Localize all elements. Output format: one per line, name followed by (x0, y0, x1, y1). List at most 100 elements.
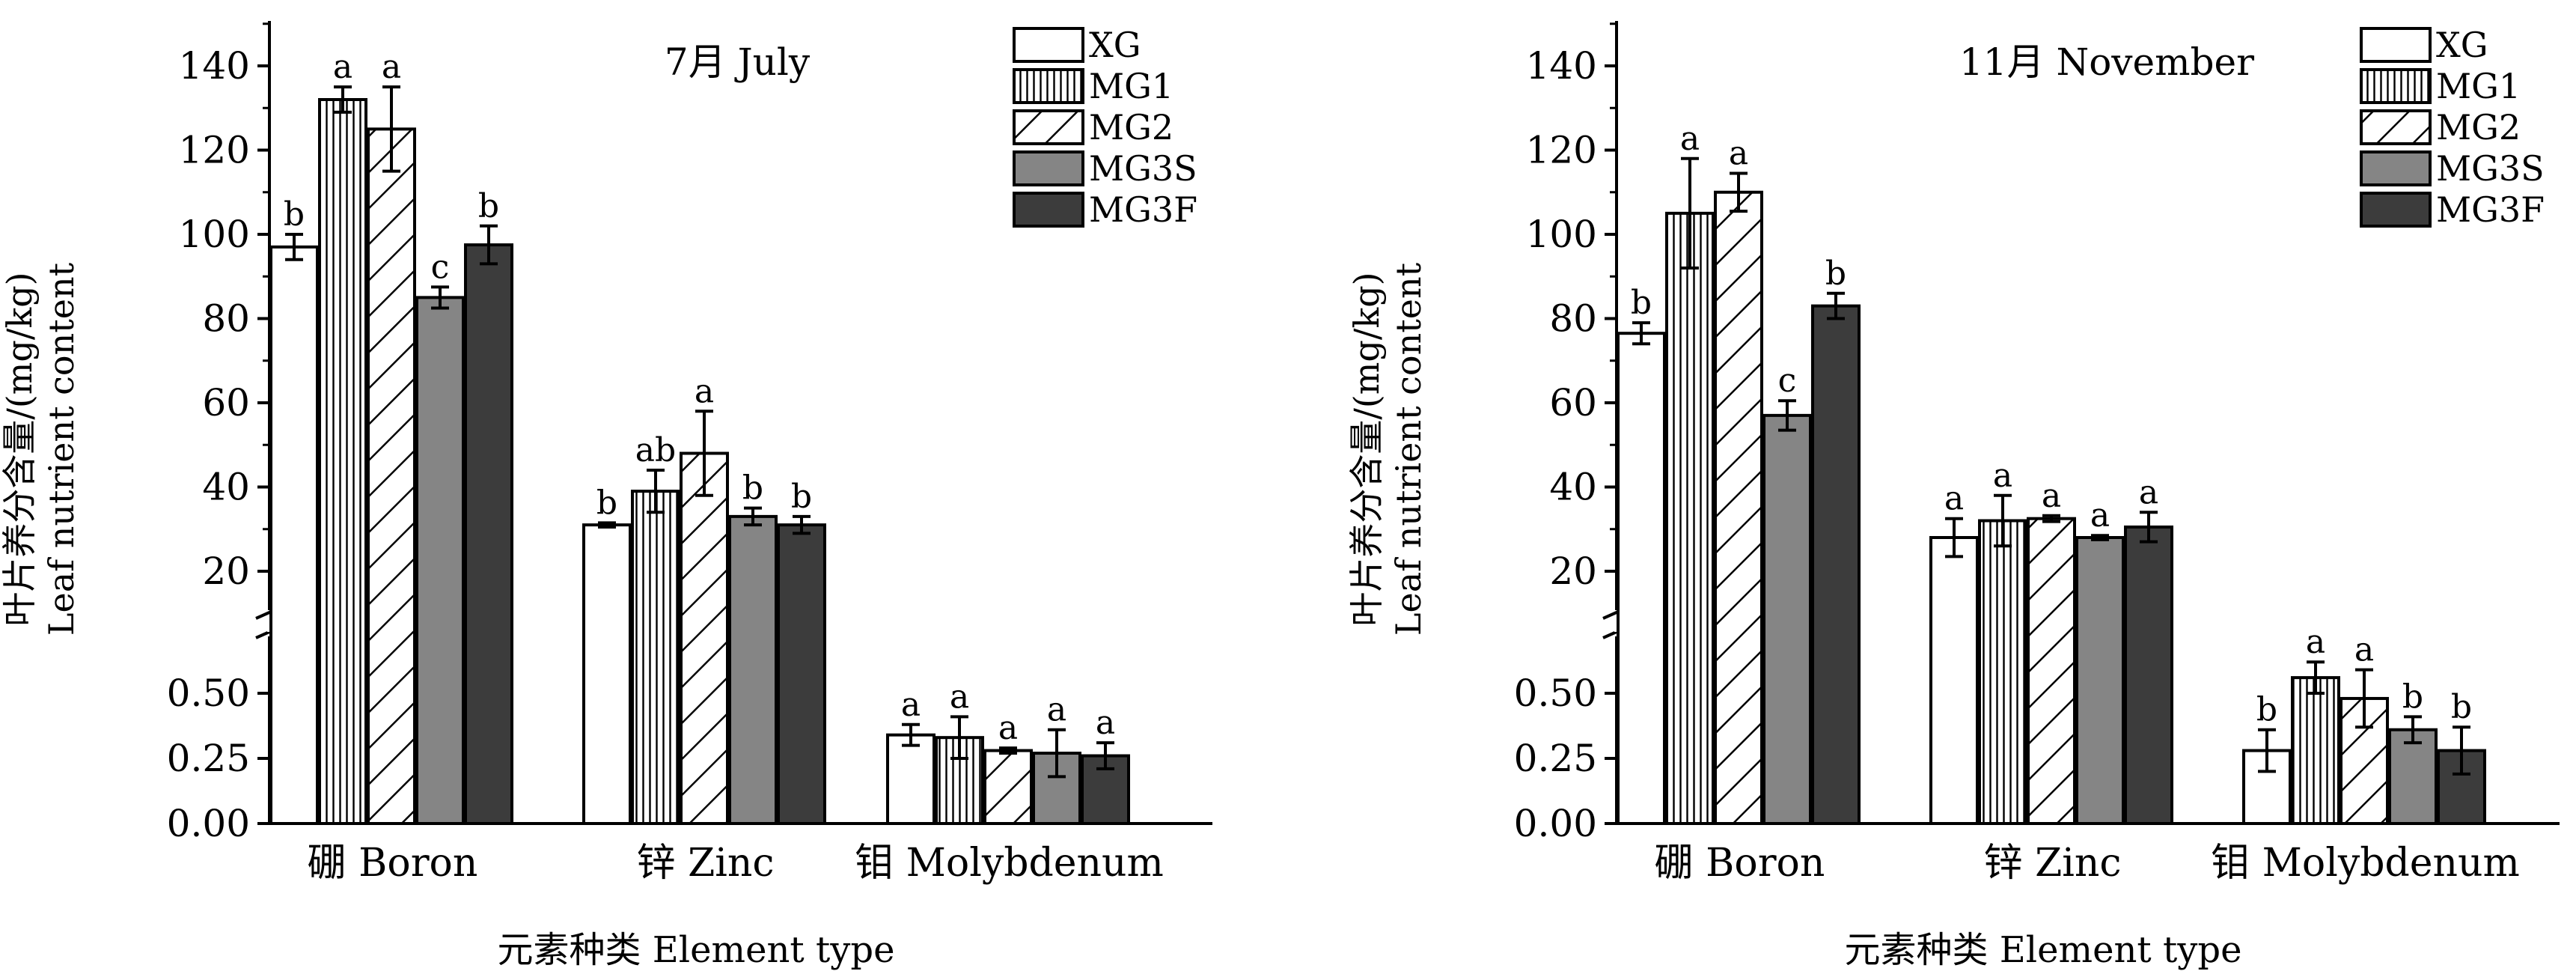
significance-letter: b (1631, 284, 1652, 322)
legend-label: MG3F (1089, 189, 1197, 230)
x-tick-label: 钼 Molybdenum (855, 841, 1164, 886)
bar-xg (1617, 332, 1666, 825)
significance-letter: a (333, 48, 352, 86)
significance-letter: b (2451, 688, 2472, 726)
y-tick-label: 120 (1526, 129, 1597, 172)
y-axis-label-cn: 叶片养分含量/(mg/kg) (0, 272, 40, 626)
chart-title: 11月 November (1959, 40, 2254, 84)
bar-mg1 (631, 490, 680, 825)
significance-letter: a (998, 709, 1018, 747)
y-axis-label-en: Leaf nutrient content (41, 262, 82, 636)
legend-label: MG3S (1089, 148, 1197, 189)
significance-letter: b (1825, 255, 1846, 293)
bar-mg3f (777, 523, 826, 825)
legend-label: XG (1089, 25, 1141, 65)
y-tick-label: 120 (179, 129, 250, 172)
bar-xg (886, 733, 936, 825)
significance-letter: a (2090, 496, 2110, 535)
y-tick-label: 60 (202, 381, 250, 424)
bar-mg3s (1762, 413, 1812, 825)
legend-label: MG2 (1089, 107, 1173, 147)
significance-letter: ab (635, 431, 676, 469)
significance-letter: a (1729, 134, 1748, 172)
significance-letter: a (695, 372, 714, 410)
significance-letter: a (382, 48, 401, 86)
y-tick-label: 60 (1549, 381, 1597, 424)
bar-mg2 (983, 749, 1033, 825)
significance-letter: a (2042, 477, 2061, 515)
legend-label: MG1 (1089, 66, 1173, 106)
y-tick-label: 140 (1526, 44, 1597, 88)
significance-letter: b (596, 484, 617, 522)
y-tick-label: 0.25 (167, 737, 250, 780)
significance-letter: a (2139, 473, 2158, 511)
legend-swatch-mg2 (1013, 109, 1084, 145)
bar-mg1 (1665, 211, 1715, 825)
legend-swatch-mg1 (2360, 68, 2432, 104)
y-tick-label: 0.00 (1514, 802, 1597, 845)
legend-swatch-mg2 (2360, 109, 2432, 145)
legend-swatch-mg3s (1013, 150, 1084, 186)
legend-label: XG (2436, 25, 2488, 65)
significance-letter: a (1680, 120, 1700, 158)
significance-letter: a (2306, 623, 2325, 661)
legend-label: MG1 (2436, 66, 2521, 106)
x-tick-label: 钼 Molybdenum (2211, 841, 2520, 886)
legend-swatch-mg3s (2360, 150, 2432, 186)
y-tick-label: 0.25 (1514, 737, 1597, 780)
y-axis-label-en: Leaf nutrient content (1388, 262, 1429, 636)
x-tick-label: 硼 Boron (308, 841, 478, 886)
bar-mg3s (415, 296, 465, 825)
bar-mg2 (1714, 190, 1763, 825)
bar-xg (269, 245, 319, 825)
significance-letter: a (950, 678, 969, 716)
significance-letter: a (901, 686, 921, 724)
y-tick-label: 0.50 (1514, 672, 1597, 715)
bar-mg3f (464, 243, 513, 825)
bar-mg3s (2388, 728, 2438, 825)
legend-swatch-mg3f (1013, 192, 1084, 228)
significance-letter: b (478, 187, 499, 225)
y-tick-label: 80 (202, 297, 250, 341)
bar-xg (1929, 536, 1979, 825)
legend-label: MG2 (2436, 107, 2521, 147)
significance-letter: b (284, 195, 305, 234)
bar-mg2 (367, 127, 416, 825)
significance-letter: a (2354, 631, 2374, 669)
legend-swatch-mg1 (1013, 68, 1084, 104)
significance-letter: a (1047, 691, 1066, 729)
significance-letter: b (742, 469, 763, 508)
significance-letter: a (1944, 480, 1964, 518)
x-tick-label: 锌 Zinc (1984, 841, 2122, 886)
y-tick-label: 40 (1549, 466, 1597, 509)
significance-letter: c (431, 248, 450, 286)
y-tick-label: 0.00 (167, 802, 250, 845)
legend-swatch-xg (2360, 27, 2432, 63)
panel-november: 20 40 60 80 100 120 140 0.00 0.25 0.50 11月 Novembe… (1346, 21, 2560, 971)
x-axis-label: 元素种类 Element type (498, 929, 895, 971)
bar-mg3f (2124, 525, 2173, 825)
bar-mg3s (2075, 536, 2125, 825)
significance-letter: b (2402, 678, 2423, 716)
bar-mg2 (2027, 517, 2076, 825)
y-tick-label: 100 (1526, 213, 1597, 256)
y-tick-label: 140 (179, 44, 250, 88)
legend-swatch-xg (1013, 27, 1084, 63)
legend-label: MG3S (2436, 148, 2545, 189)
bar-mg1 (2291, 676, 2340, 825)
significance-letter: b (2256, 691, 2277, 729)
significance-letter: a (1993, 457, 2012, 495)
y-tick-label: 80 (1549, 297, 1597, 341)
chart-title: 7月 July (665, 40, 811, 84)
y-tick-label: 100 (179, 213, 250, 256)
legend-swatch-mg3f (2360, 192, 2432, 228)
significance-letter: c (1778, 362, 1797, 400)
bar-mg1 (318, 98, 367, 825)
legend-label: MG3F (2436, 189, 2545, 230)
x-tick-label: 锌 Zinc (637, 841, 775, 886)
bar-mg2 (680, 451, 729, 825)
y-axis-label-cn: 叶片养分含量/(mg/kg) (1346, 272, 1387, 626)
y-tick-label: 20 (202, 550, 250, 593)
